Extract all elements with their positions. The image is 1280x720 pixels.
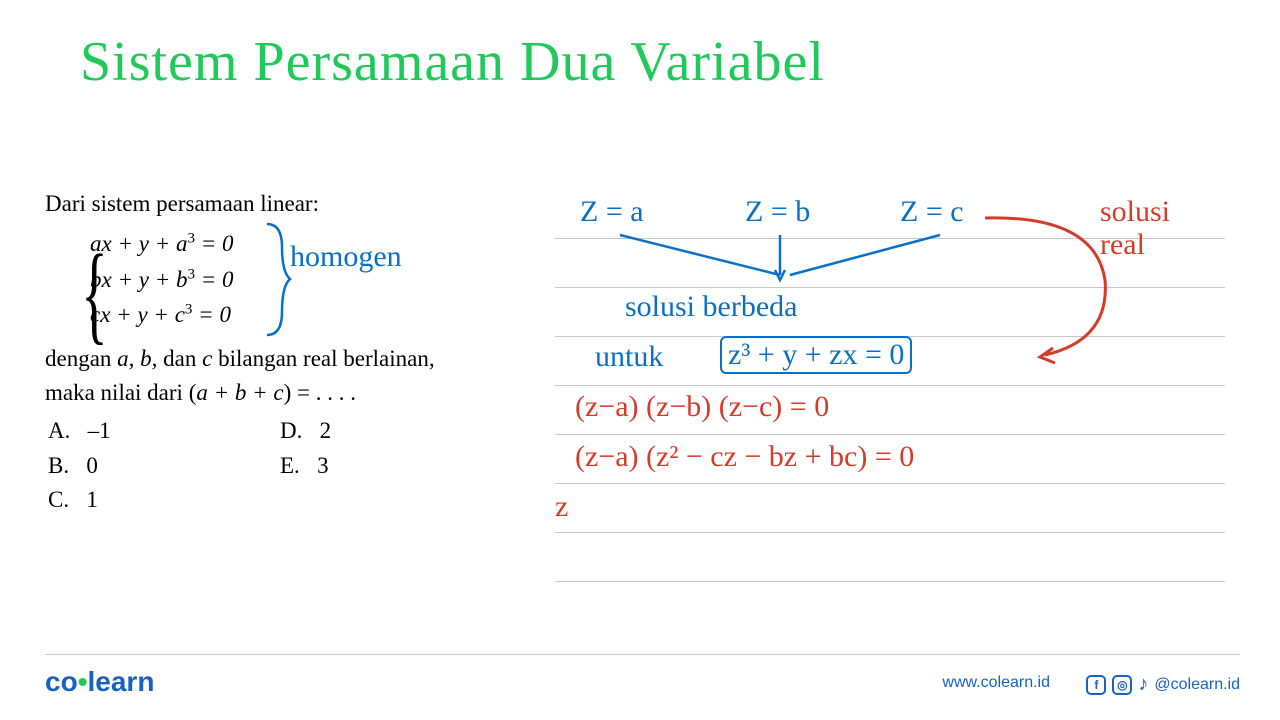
work-expanded: (z−a) (z² − cz − bz + bc) = 0 xyxy=(575,440,914,474)
brand-logo: co•learn xyxy=(45,666,154,698)
work-untuk: untuk xyxy=(595,340,663,374)
choice-b: B. 0 xyxy=(48,449,111,484)
work-zb: Z = b xyxy=(745,195,810,229)
tiktok-icon: ♪ xyxy=(1138,673,1148,696)
choice-d: D. 2 xyxy=(280,414,331,449)
work-z: z xyxy=(555,490,568,524)
footer-url: www.colearn.id xyxy=(942,674,1050,692)
choice-e: E. 3 xyxy=(280,449,331,484)
eq3: cx + y + c3 = 0 xyxy=(90,297,234,333)
work-factored: (z−a) (z−b) (z−c) = 0 xyxy=(575,390,829,424)
red-arrow xyxy=(975,200,1155,370)
choice-a: A. –1 xyxy=(48,414,111,449)
work-cubic-boxed: z³ + y + zx = 0 xyxy=(720,336,912,374)
footer-divider xyxy=(45,654,1240,655)
brace-right xyxy=(262,222,292,337)
homogen-label: homogen xyxy=(290,240,402,274)
page-title: Sistem Persamaan Dua Variabel xyxy=(80,30,825,94)
equation-system: ax + y + a3 = 0 bx + y + b3 = 0 cx + y +… xyxy=(90,226,234,333)
facebook-icon: f xyxy=(1086,675,1106,695)
problem-line3: maka nilai dari (a + b + c) = . . . . xyxy=(45,380,356,406)
eq2: bx + y + b3 = 0 xyxy=(90,262,234,298)
problem-intro: Dari sistem persamaan linear: xyxy=(45,188,525,219)
choice-c: C. 1 xyxy=(48,483,111,518)
eq1: ax + y + a3 = 0 xyxy=(90,226,234,262)
work-za: Z = a xyxy=(580,195,644,229)
choices-col2: D. 2 E. 3 xyxy=(280,414,331,483)
problem-line2: dengan a, b, dan c bilangan real berlain… xyxy=(45,346,435,372)
social-handle: @colearn.id xyxy=(1154,676,1240,694)
instagram-icon: ◎ xyxy=(1112,675,1132,695)
choices-col1: A. –1 B. 0 C. 1 xyxy=(48,414,111,518)
work-zc: Z = c xyxy=(900,195,964,229)
work-solusi-berbeda: solusi berbeda xyxy=(625,290,797,324)
footer-social: f ◎ ♪ @colearn.id xyxy=(1086,673,1240,696)
merge-arrows xyxy=(580,230,1000,290)
